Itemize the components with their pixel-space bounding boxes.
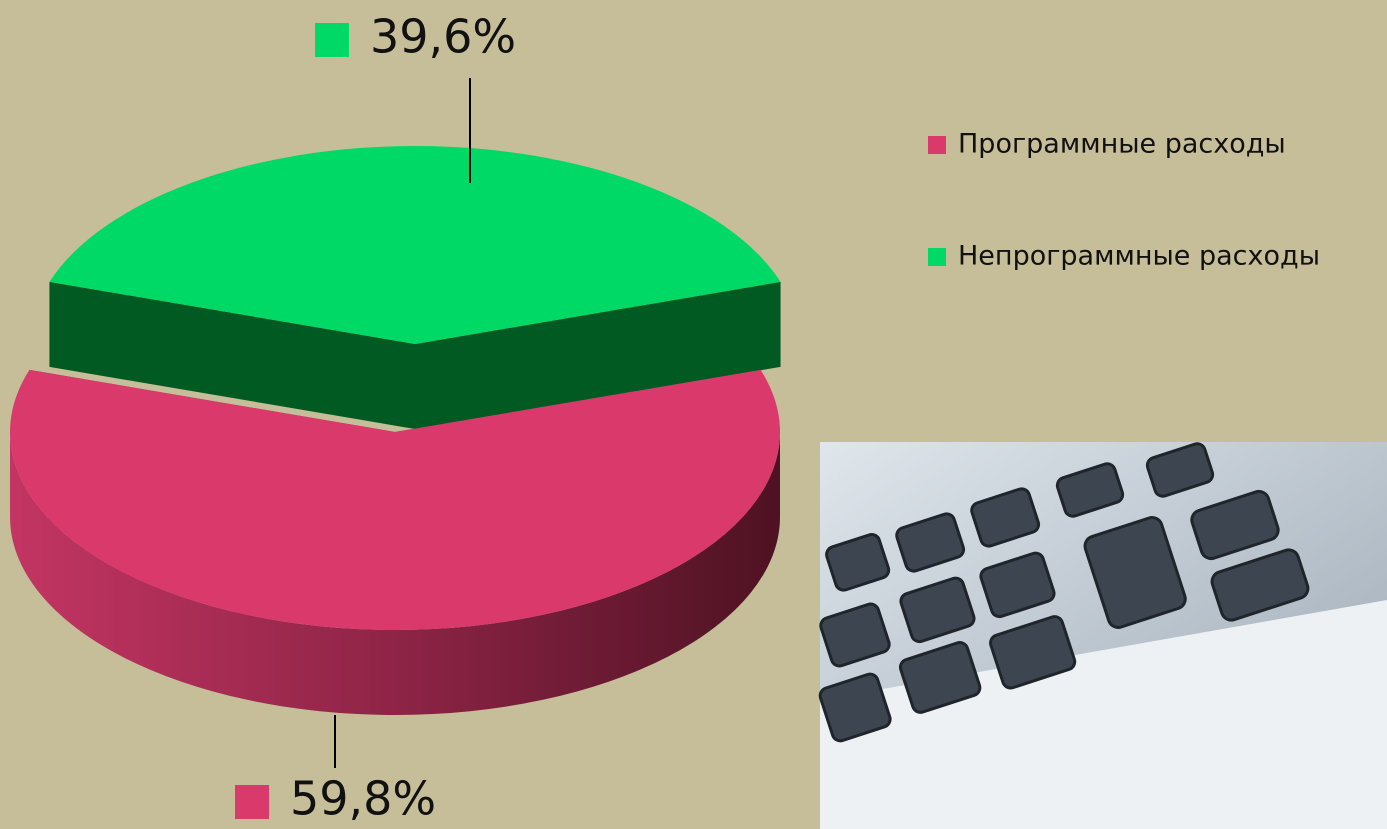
legend-swatch [928, 136, 946, 154]
legend-label: Непрограммные расходы [958, 241, 1320, 272]
legend-swatch [928, 248, 946, 266]
label-swatch [235, 785, 269, 819]
legend-label: Программные расходы [958, 129, 1286, 160]
chart: 59,8% 39,6% Программные расходы Непрограммн… [0, 0, 1387, 829]
calculator-photo [818, 442, 1387, 829]
value-label: 39,6% [370, 10, 516, 64]
label-swatch [315, 23, 349, 57]
value-label: 59,8% [290, 772, 436, 826]
